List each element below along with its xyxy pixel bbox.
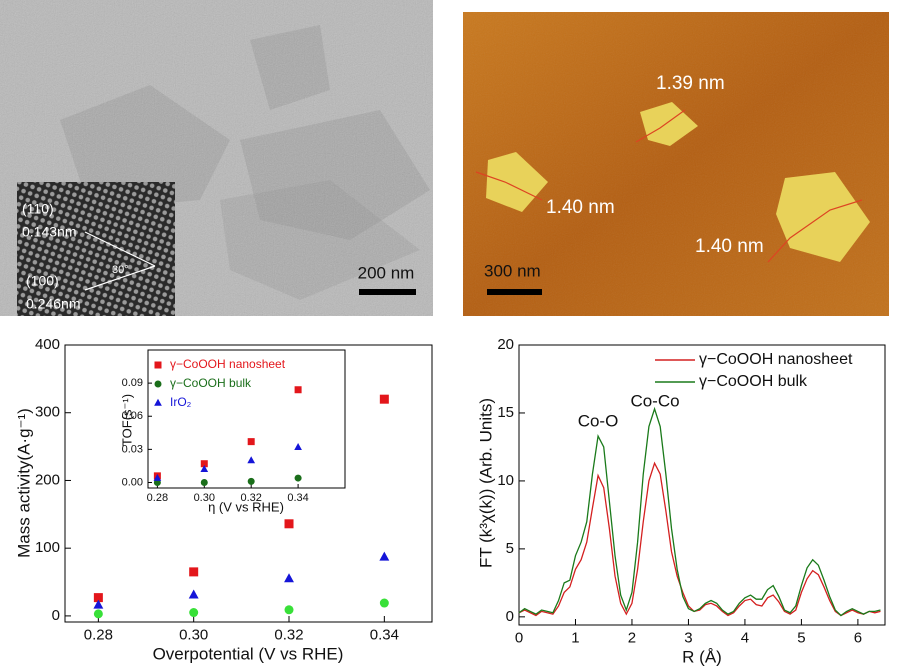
y-tick-label: 100 [35,539,60,556]
height-label: 1.40 nm [695,236,764,257]
annotation: Co-O [578,411,619,430]
inset-label: (110) [22,201,54,217]
legend-label: γ−CoOOH nanosheet [699,351,853,368]
flake [640,102,698,146]
afm-image: 1.39 nm 1.40 nm 1.40 nm 300 nm [463,12,889,316]
scale-bar [487,289,542,295]
y-tick-label: 0 [506,608,514,625]
y-tick-label: 15 [497,404,514,421]
x-axis-label: η (V vs RHE) [208,499,284,514]
y-tick-label: 10 [497,472,514,489]
marker [379,598,389,608]
x-tick-label: 0.32 [240,492,261,504]
y-tick-label: 300 [35,404,60,421]
x-tick-label: 0.32 [274,626,303,643]
marker [284,605,294,615]
plot-frame [64,344,433,623]
legend-label: γ−CoOOH bulk [170,376,252,390]
y-tick-label: 0 [52,607,60,624]
x-tick-label: 5 [797,629,805,646]
x-axis-label: R (Å) [682,647,722,666]
marker [93,599,104,609]
x-axis-label: Overpotential (V vs RHE) [153,644,344,663]
afm-noise [463,12,889,316]
x-tick-label: 0.30 [179,626,208,643]
angle-line [84,265,156,291]
x-tick-label: 0.28 [147,492,168,504]
legend-label: γ−CoOOH bulk [699,373,808,390]
hrtem-inset [17,182,175,316]
inset-label: (100) [26,273,59,289]
legend-label: γ−CoOOH nanosheet [170,357,286,371]
marker [200,460,208,468]
marker [294,442,302,450]
x-tick-label: 0 [515,629,523,646]
y-tick-label: 200 [35,471,60,488]
x-tick-label: 6 [854,629,862,646]
y-tick-label: 0.00 [122,476,143,488]
x-tick-label: 0.30 [194,492,215,504]
marker [200,465,209,473]
marker [379,551,390,561]
marker [93,609,103,619]
x-tick-label: 0.28 [84,626,113,643]
y-tick-label: 400 [35,336,60,353]
marker [189,608,199,618]
y-tick-label: 0.03 [122,443,143,455]
x-tick-label: 2 [628,629,636,646]
marker [379,394,389,404]
y-axis-label: FT (k³χ(k)) (Arb. Units) [476,398,495,568]
height-label: 1.40 nm [546,197,615,218]
inset-background [148,350,345,488]
marker [284,573,294,583]
x-tick-label: 1 [571,629,579,646]
y-tick-label: 0.06 [122,410,143,422]
marker [284,519,294,529]
profile-line [635,109,686,143]
y-axis-label: Mass activity(A·g⁻¹) [14,408,33,558]
scale-bar [359,289,416,295]
marker [154,361,162,369]
marker [154,380,162,388]
data-line [518,461,881,617]
x-tick-label: 4 [741,629,749,646]
x-tick-label: 0.34 [370,626,399,643]
marker [153,473,162,481]
marker [189,567,199,577]
marker [247,477,255,485]
marker [93,593,103,603]
marker [294,474,302,482]
x-tick-label: 0.34 [287,492,308,504]
plot-frame [518,344,886,626]
inset-label: 0.246nm [26,296,80,312]
marker [154,398,162,406]
plot-frame [147,349,346,489]
flake [776,172,870,262]
scale-bar-label: 300 nm [484,261,541,280]
inset-label: 0.143nm [22,224,76,240]
annotation: Co-Co [630,391,679,410]
profile-line [767,199,863,263]
y-tick-label: 0.09 [122,377,143,389]
marker [247,456,256,464]
legend-label: IrO₂ [170,395,192,409]
data-line [518,406,881,617]
scale-bar-label: 200 nm [358,263,415,282]
profile-line [475,171,543,201]
height-label: 1.39 nm [656,73,725,94]
marker [294,386,302,394]
x-tick-label: 3 [684,629,692,646]
marker [247,438,255,446]
tem-image: (110) 0.143nm (100) 0.246nm 30° 200 nm [0,0,433,316]
inset-label: 30° [112,264,129,276]
marker [188,589,199,599]
marker [200,478,208,486]
y-axis-label: TOF(s⁻¹) [119,394,134,446]
flake [486,152,548,212]
angle-line [84,231,156,267]
y-tick-label: 5 [506,540,514,557]
y-tick-label: 20 [497,336,514,353]
